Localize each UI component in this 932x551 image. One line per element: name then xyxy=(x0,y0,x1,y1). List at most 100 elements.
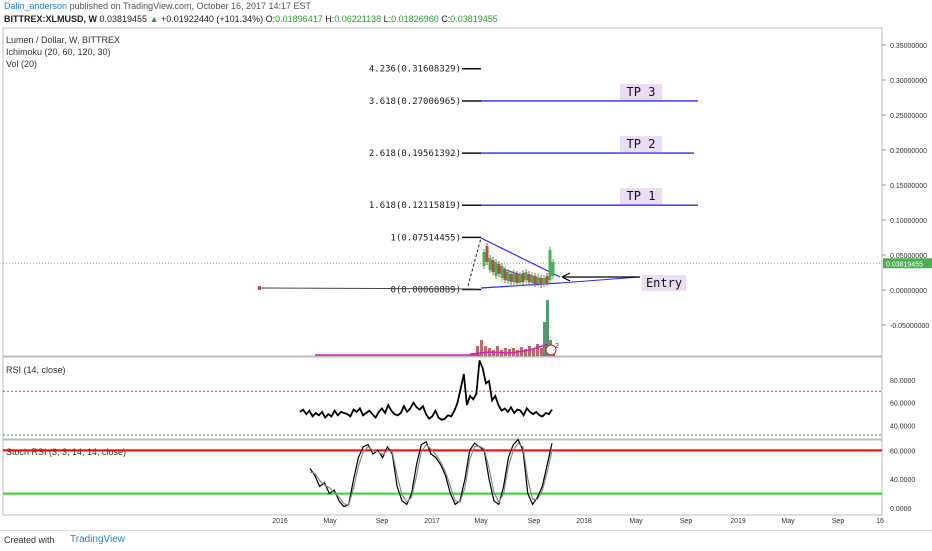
rsi-panel-frame xyxy=(2,356,883,440)
candle xyxy=(491,260,495,272)
stoch-axis-tick-label: 0.0000 xyxy=(890,506,912,513)
volume-bar xyxy=(496,346,499,356)
price-axis-tick-label: 0.15000000 xyxy=(890,183,927,190)
close-value: 0.03819455 xyxy=(450,14,498,24)
stoch-line xyxy=(309,438,553,508)
price-axis-tick-label: 0.30000000 xyxy=(890,78,927,85)
x-axis-tick-label: 2016 xyxy=(272,518,288,525)
rsi-axis-tick-label: 80.0000 xyxy=(890,378,915,385)
last-price-tag xyxy=(883,258,932,269)
fib-level-label: 4.236(0.31608329) xyxy=(369,65,461,75)
x-axis-tick-label: Sep xyxy=(376,518,389,525)
chart-header: Dalin_anderson published on TradingView.… xyxy=(0,0,932,28)
event-badge xyxy=(545,344,557,356)
candle xyxy=(494,262,498,276)
candle xyxy=(539,278,543,285)
wedge-upper-line xyxy=(480,237,561,278)
fib-level-label: 2.618(0.19561392) xyxy=(369,149,461,159)
candle xyxy=(509,274,513,282)
created-with-text: Created with xyxy=(4,535,55,545)
candle xyxy=(482,252,486,266)
publish-line: Dalin_anderson published on TradingView.… xyxy=(4,1,311,11)
fib-level-label: 0(0.00068889) xyxy=(391,286,461,296)
volume-bar xyxy=(484,346,487,356)
stoch-axis-tick-label: 80.0000 xyxy=(890,448,915,455)
x-axis-tick-label: May xyxy=(323,518,337,525)
open-value: 0.01896417 xyxy=(275,14,323,24)
candle xyxy=(545,276,549,283)
x-axis-tick-label: Sep xyxy=(680,518,693,525)
candle xyxy=(524,272,528,280)
volume-ma-curve xyxy=(469,343,549,355)
symbol-label: BITTREX:XLMUSD, W xyxy=(4,14,97,24)
entry-arrow-icon xyxy=(561,272,571,282)
first-candle xyxy=(258,286,261,290)
ichimoku-label[interactable]: Ichimoku (20, 60, 120, 30) xyxy=(6,47,111,57)
rsi-line xyxy=(299,360,553,421)
stoch-rsi-label[interactable]: Stoch RSI (3, 3, 14, 14, close) xyxy=(6,447,127,457)
close-label: C: xyxy=(441,14,451,24)
open-label: O: xyxy=(265,14,276,24)
volume-bar xyxy=(476,346,479,356)
high-value: 0.06221138 xyxy=(334,14,382,24)
x-axis-tick-label: 2018 xyxy=(576,518,592,525)
candle xyxy=(515,274,519,283)
price-history-line xyxy=(259,287,479,290)
entry-box xyxy=(642,275,686,291)
volume-label[interactable]: Vol (20) xyxy=(6,59,38,69)
candle xyxy=(542,278,546,284)
candle xyxy=(500,266,504,278)
stoch-axis-tick-label: 40.0000 xyxy=(890,477,915,484)
volume-bar xyxy=(492,350,495,356)
price-axis-tick-label: 0.10000000 xyxy=(890,218,927,225)
volume-bar xyxy=(528,346,531,356)
change-arrow-icon: ▲ xyxy=(149,14,159,24)
price-axis-tick-label: 0.05000000 xyxy=(890,253,927,260)
candle xyxy=(533,276,537,284)
rsi-label[interactable]: RSI (14, close) xyxy=(6,365,66,375)
author-link[interactable]: Dalin_anderson xyxy=(4,1,68,11)
ohlc-line: BITTREX:XLMUSD, W 0.03819455 ▲ +0.019224… xyxy=(4,14,498,24)
price-axis-tick-label: 0.25000000 xyxy=(890,113,927,120)
main-panel-frame xyxy=(2,27,883,357)
price-axis-tick-label: 0.20000000 xyxy=(890,148,927,155)
high-label: H: xyxy=(325,14,335,24)
candle xyxy=(512,273,516,282)
price-axis-tick-label: 0.00000000 xyxy=(890,288,927,295)
fib-level-label: 1(0.07514455) xyxy=(391,233,461,243)
x-axis-tick-label: May xyxy=(474,518,488,525)
tp-box xyxy=(620,83,662,100)
last-price: 0.03819455 xyxy=(99,14,148,24)
rsi-axis-tick-label: 40.0000 xyxy=(890,424,915,431)
price-axis-tick-label: -0.05000000 xyxy=(890,323,929,330)
fib-trend-line xyxy=(467,237,482,287)
chart-canvas[interactable]: 0.35000000 0.30000000 0.25000000 0.20000000… xyxy=(0,0,932,530)
chart-title: Lumen / Dollar, W, BITTREX xyxy=(6,35,121,45)
x-axis-tick-label: 2019 xyxy=(730,518,746,525)
tradingview-logo[interactable]: TradingView xyxy=(70,534,126,545)
price-axis-tick-label: 0.35000000 xyxy=(890,43,927,50)
volume-bar xyxy=(543,322,546,356)
volume-bar xyxy=(536,344,539,356)
volume-bar xyxy=(546,300,549,356)
candle xyxy=(485,246,489,262)
x-axis-tick-label: May xyxy=(629,518,643,525)
x-axis-tick-label: 16 xyxy=(876,518,884,525)
volume-bar xyxy=(480,340,483,356)
low-label: L: xyxy=(383,14,392,24)
fib-level-label: 3.618(0.27006965) xyxy=(369,97,461,107)
tp-box xyxy=(620,188,662,205)
last-price-tag-label: 0.03819455 xyxy=(886,261,923,268)
event-badge-label: 2 xyxy=(555,343,559,350)
stoch-line xyxy=(309,442,553,506)
low-value: 0.01826960 xyxy=(391,14,439,24)
change-text: +0.01922440 (+101.34%) xyxy=(161,14,264,24)
candle xyxy=(488,258,492,270)
volume-bar xyxy=(516,350,519,356)
x-axis-tick-label: Sep xyxy=(528,518,541,525)
volume-bar xyxy=(504,348,507,356)
candle xyxy=(536,277,540,284)
candle xyxy=(527,274,531,282)
entry-label: Entry xyxy=(646,276,682,290)
published-text: published on TradingView.com, October 16… xyxy=(69,1,312,11)
